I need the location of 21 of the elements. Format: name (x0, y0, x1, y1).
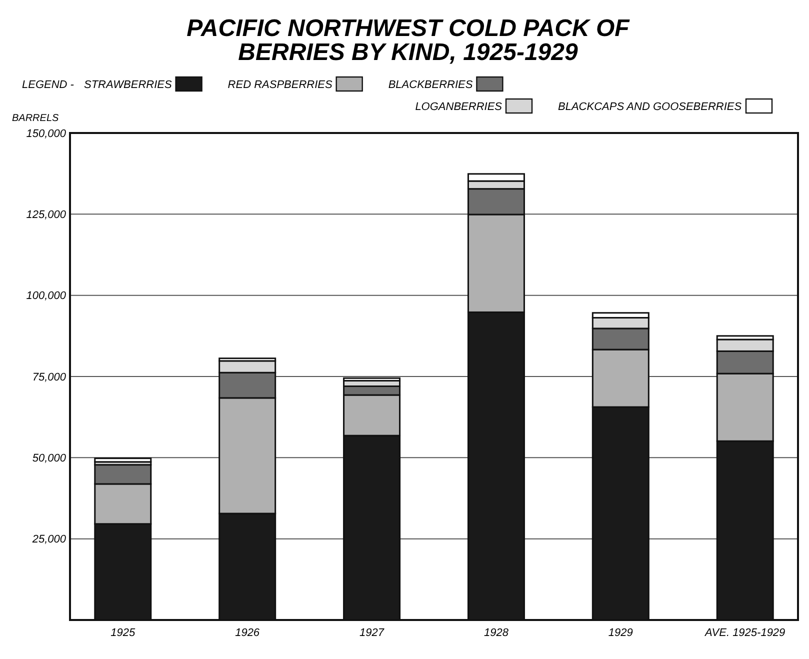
legend-title: LEGEND - (22, 79, 74, 91)
x-tick-label: 1926 (235, 627, 260, 639)
legend-label: BLACKCAPS AND GOOSEBERRIES (558, 101, 742, 113)
x-tick-label: 1925 (110, 627, 136, 639)
y-tick-label: 50,000 (32, 452, 67, 465)
legend-label: LOGANBERRIES (415, 101, 503, 113)
x-tick-label: AVE. 1925-1929 (704, 627, 786, 639)
y-tick-label: 125,000 (26, 209, 67, 222)
x-tick-label: 1928 (484, 627, 510, 639)
y-axis-title: BARRELS (12, 113, 60, 124)
x-tick-label: 1929 (608, 627, 633, 639)
legend-label: BLACKBERRIES (388, 79, 474, 91)
y-tick-label: 75,000 (32, 371, 67, 384)
chart-title: PACIFIC NORTHWEST COLD PACK OF BERRIES BY KIND, 1925-1929 (186, 15, 631, 66)
y-tick-label: 150,000 (26, 128, 67, 140)
y-tick-label: 25,000 (31, 534, 67, 546)
legend-label: STRAWBERRIES (84, 79, 172, 91)
x-tick-label: 1927 (360, 627, 385, 639)
bar (94, 458, 152, 463)
legend-label: RED RASPBERRIES (228, 79, 333, 91)
y-tick-label: 100,000 (26, 290, 67, 302)
